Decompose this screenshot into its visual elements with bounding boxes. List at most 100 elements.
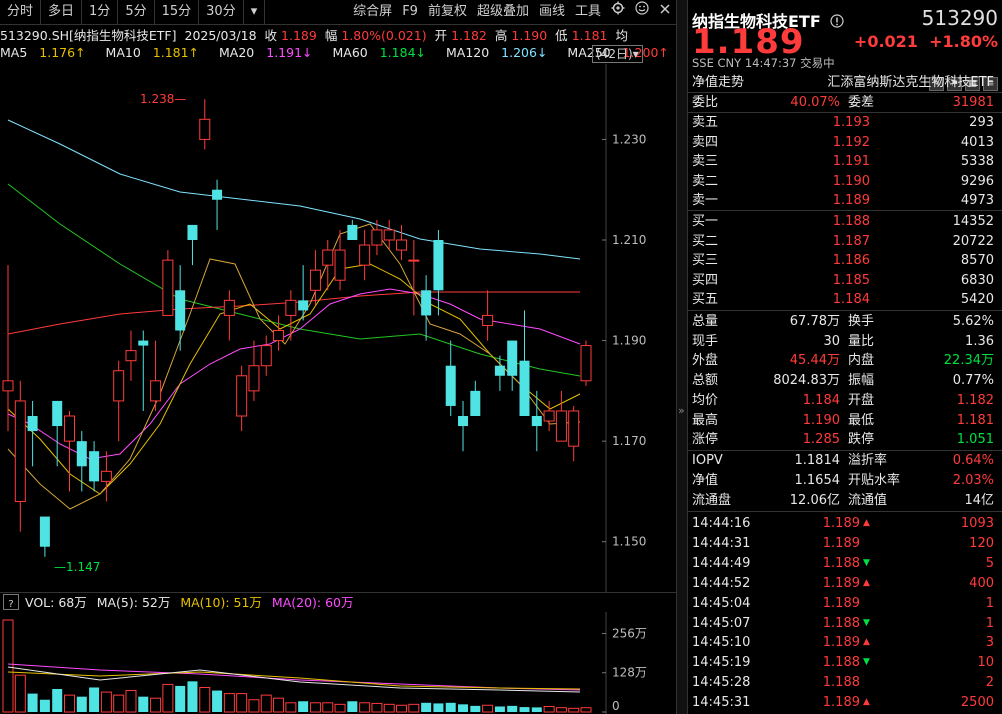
tab-15min[interactable]: 15分 bbox=[155, 0, 200, 24]
volume-bar bbox=[113, 694, 125, 713]
volume-bar bbox=[138, 696, 149, 712]
y-tick-label: 1.230 bbox=[612, 132, 646, 146]
volume-bar bbox=[371, 702, 383, 713]
stat-label: 振幅 bbox=[848, 373, 875, 389]
volume-bar bbox=[347, 701, 358, 712]
draw-line-button[interactable]: 画线 bbox=[538, 4, 565, 19]
tab-5min[interactable]: 5分 bbox=[118, 0, 155, 24]
help-icon[interactable]: ? bbox=[3, 594, 19, 610]
forward-adjust-button[interactable]: 前复权 bbox=[427, 4, 467, 19]
tick-row: 14:44:31 1.189 120 bbox=[688, 534, 1002, 554]
pen-icon[interactable]: ✎ bbox=[929, 77, 944, 91]
security-code-name: 513290.SH[纳指生物科技ETF] bbox=[0, 28, 177, 43]
composite-screen-button[interactable]: 综合屏 bbox=[353, 4, 393, 19]
smiley-icon[interactable] bbox=[630, 0, 654, 24]
stat-label: 跌停 bbox=[848, 432, 875, 448]
ask-volume: 4013 bbox=[960, 134, 994, 150]
settings-icon[interactable] bbox=[606, 0, 630, 24]
candle bbox=[470, 380, 481, 416]
ma-legend: MA5 1.176↑ MA10 1.181↑ MA20 1.191↓ MA60 … bbox=[0, 45, 676, 63]
stat-row: 外盘 45.44万 内盘 22.34万 bbox=[688, 351, 1002, 371]
expand-icon[interactable]: » bbox=[678, 404, 685, 417]
volume-bar bbox=[162, 683, 174, 713]
volume-bar bbox=[555, 707, 567, 713]
stat-row: 涨停 1.285 跌停 1.051 bbox=[688, 430, 1002, 450]
volume-bar bbox=[334, 703, 346, 713]
tick-time: 14:45:10 bbox=[692, 635, 751, 651]
ask-label: 卖三 bbox=[692, 154, 719, 169]
super-overlay-button[interactable]: 超级叠加 bbox=[476, 4, 529, 19]
list-icon[interactable]: ≡ bbox=[983, 77, 998, 91]
vol-ma10-line bbox=[7, 671, 581, 690]
candle bbox=[494, 355, 505, 391]
ask-label: 卖一 bbox=[692, 193, 719, 208]
candle bbox=[212, 179, 223, 230]
open-label: 开 bbox=[434, 28, 448, 43]
candle bbox=[408, 240, 420, 316]
close-icon[interactable] bbox=[654, 0, 676, 24]
ask-row: 卖三 1.191 5338 bbox=[688, 152, 1002, 172]
tick-row: 14:44:16 1.189 ▲ 1093 bbox=[688, 514, 1002, 534]
candle bbox=[52, 400, 63, 467]
stat-value: 67.78万 bbox=[789, 314, 840, 329]
bid-price: 1.184 bbox=[832, 292, 870, 307]
volume-chart[interactable]: 256万 128万 0 bbox=[0, 612, 676, 714]
volume-bar bbox=[445, 702, 456, 712]
candle bbox=[531, 390, 542, 452]
close-value: 1.189 bbox=[281, 28, 317, 43]
f9-button[interactable]: F9 bbox=[402, 4, 418, 19]
stat-value: 30 bbox=[823, 333, 840, 349]
stat-row: 均价 1.184 开盘 1.182 bbox=[688, 391, 1002, 411]
ma20-label: MA20 bbox=[219, 45, 255, 60]
candle bbox=[113, 360, 125, 442]
stat-row: 总量 67.78万 换手 5.62% bbox=[688, 312, 1002, 332]
stat-value: 1.190 bbox=[802, 412, 840, 428]
ma120-line bbox=[7, 119, 581, 260]
stat-label: 总额 bbox=[692, 373, 719, 389]
stat-label: 最高 bbox=[692, 412, 719, 428]
candle bbox=[162, 250, 174, 316]
change-pct: +1.80% bbox=[929, 32, 998, 51]
ask-price: 1.193 bbox=[832, 115, 870, 130]
candle bbox=[125, 330, 137, 381]
period-dropdown-icon[interactable]: ▾ bbox=[244, 0, 266, 24]
days-selector[interactable]: (42日)▾ bbox=[592, 45, 643, 63]
stat-label: 溢折率 bbox=[848, 453, 888, 468]
ma120-label: MA120 bbox=[445, 45, 490, 60]
bid-volume: 14352 bbox=[952, 214, 994, 229]
candlestick-chart[interactable]: 1.230 1.210 1.190 1.170 1.150 1.238— —1.147 bbox=[0, 64, 676, 592]
panel-icons: ✎ ⚑ ▦ ≡ bbox=[929, 77, 998, 91]
stat-value: 5.62% bbox=[952, 314, 994, 329]
vol-ma10: MA(10): 51万 bbox=[180, 595, 262, 610]
volume-bar bbox=[396, 704, 408, 713]
ask-volume: 5338 bbox=[960, 154, 994, 169]
info-icon[interactable] bbox=[830, 14, 844, 28]
bid-volume: 20722 bbox=[952, 233, 994, 249]
vol-ma5: MA(5): 52万 bbox=[96, 595, 171, 610]
panel-divider[interactable]: » bbox=[676, 0, 688, 714]
down-arrow-icon: ▼ bbox=[863, 617, 870, 628]
grid-icon[interactable]: ▦ bbox=[965, 77, 980, 91]
quote-panel: 纳指生物科技ETF 513290 1.189 +0.021 +1.80% SSE… bbox=[688, 0, 1002, 714]
tab-1min[interactable]: 1分 bbox=[82, 0, 119, 24]
tick-row: 14:45:19 1.188 ▼ 10 bbox=[688, 653, 1002, 673]
bell-icon[interactable]: ⚑ bbox=[947, 77, 962, 91]
tick-volume: 120 bbox=[969, 535, 994, 551]
volume-bar bbox=[52, 689, 63, 712]
candle bbox=[39, 516, 50, 557]
candle bbox=[89, 441, 100, 492]
tab-multiday[interactable]: 多日 bbox=[41, 0, 83, 24]
nav-row[interactable]: 净值走势 汇添富纳斯达克生物科技ETF bbox=[688, 73, 1002, 93]
volume-bar bbox=[89, 687, 100, 712]
tick-volume: 1 bbox=[985, 595, 994, 611]
tab-intraday[interactable]: 分时 bbox=[0, 0, 42, 24]
ma60-label: MA60 bbox=[332, 45, 368, 60]
candle bbox=[150, 340, 162, 411]
tools-button[interactable]: 工具 bbox=[574, 4, 601, 19]
bid-price: 1.186 bbox=[832, 253, 870, 268]
tab-30min[interactable]: 30分 bbox=[199, 0, 244, 24]
vol-ma20: MA(20): 60万 bbox=[271, 595, 354, 610]
nav-trend-label[interactable]: 净值走势 bbox=[692, 75, 745, 90]
volume-bar bbox=[519, 707, 530, 712]
stat-label: 流通盘 bbox=[692, 493, 732, 508]
